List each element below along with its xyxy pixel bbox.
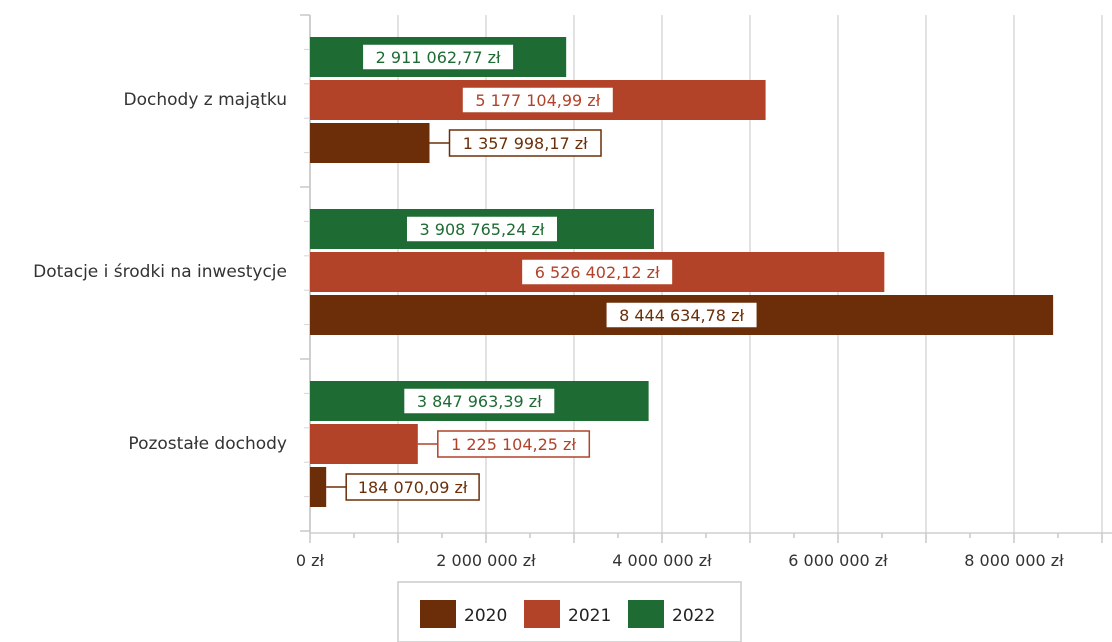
data-label: 1 225 104,25 zł	[451, 435, 576, 454]
legend-swatch	[420, 600, 456, 628]
legend-swatch	[524, 600, 560, 628]
data-label: 5 177 104,99 zł	[475, 91, 600, 110]
x-tick-label: 6 000 000 zł	[788, 551, 888, 570]
data-label-box	[520, 258, 674, 286]
category-label: Dotacje i środki na inwestycje	[33, 262, 287, 282]
data-label: 3 847 963,39 zł	[417, 392, 542, 411]
legend-swatch	[628, 600, 664, 628]
bar	[310, 467, 327, 507]
category-label: Pozostałe dochody	[128, 434, 287, 454]
x-tick-label: 0 zł	[296, 551, 325, 570]
bar	[310, 424, 418, 464]
data-label: 1 357 998,17 zł	[463, 134, 588, 153]
data-label: 8 444 634,78 zł	[619, 306, 744, 325]
data-label-box	[448, 129, 602, 157]
data-label: 3 908 765,24 zł	[420, 220, 545, 239]
data-label-box	[605, 301, 759, 329]
legend-label: 2021	[568, 606, 611, 626]
legend-label: 2022	[672, 606, 715, 626]
bar	[310, 123, 430, 163]
data-label-box	[461, 86, 615, 114]
x-tick-label: 8 000 000 zł	[964, 551, 1064, 570]
legend-label: 2020	[464, 606, 507, 626]
data-label: 6 526 402,12 zł	[535, 263, 660, 282]
data-label-box	[405, 215, 559, 243]
x-tick-label: 2 000 000 zł	[436, 551, 536, 570]
data-label-box	[437, 430, 591, 458]
data-label: 2 911 062,77 zł	[376, 48, 501, 67]
data-label: 184 070,09 zł	[358, 478, 468, 497]
data-label-box	[345, 473, 480, 501]
data-label-box	[361, 43, 515, 71]
data-label-box	[402, 387, 556, 415]
category-label: Dochody z majątku	[124, 90, 287, 110]
x-tick-label: 4 000 000 zł	[612, 551, 712, 570]
